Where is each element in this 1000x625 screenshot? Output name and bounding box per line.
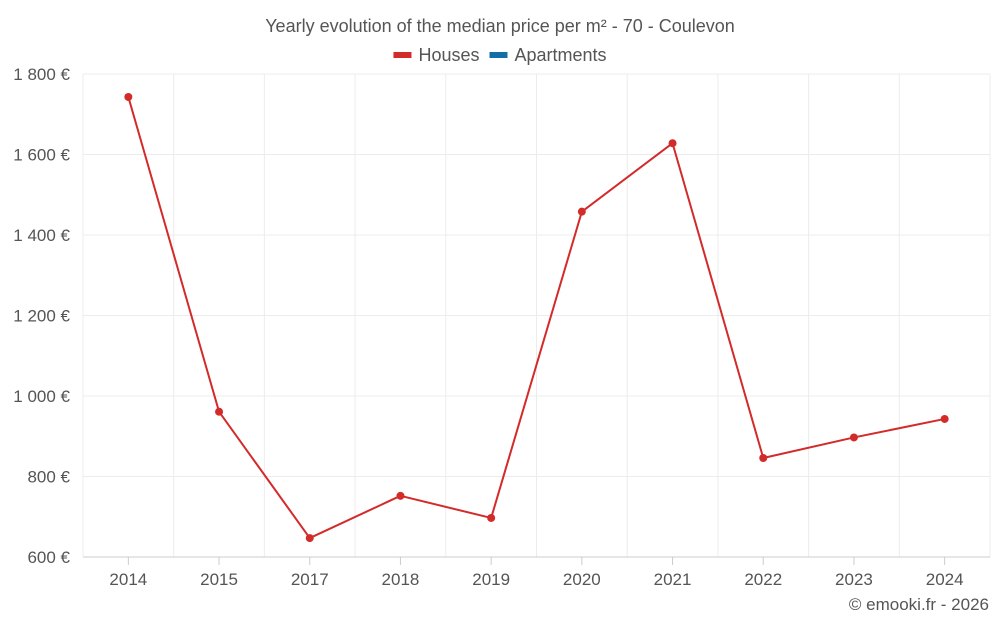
x-tick-label: 2014 xyxy=(109,570,147,589)
data-point[interactable] xyxy=(759,453,768,462)
y-tick-label: 1 400 € xyxy=(13,226,70,245)
legend-item-houses[interactable]: Houses xyxy=(393,45,479,65)
legend-swatch xyxy=(393,52,412,58)
series-line-houses[interactable] xyxy=(127,96,945,540)
grid xyxy=(82,73,991,558)
credit-text: © emooki.fr - 2026 xyxy=(849,595,989,614)
data-point[interactable] xyxy=(305,534,314,543)
y-axis: 600 € 800 € 1 000 € 1 200 € 1 400 € 1 600 € 1 … xyxy=(13,65,70,567)
y-tick-label: 1 600 € xyxy=(13,146,70,165)
legend[interactable]: Houses Apartments xyxy=(393,45,607,65)
series-layer[interactable] xyxy=(124,92,949,543)
x-tick-label: 2015 xyxy=(200,570,238,589)
x-tick-label: 2023 xyxy=(835,570,873,589)
x-tick-label: 2022 xyxy=(744,570,782,589)
y-tick-label: 600 € xyxy=(27,548,70,567)
data-point[interactable] xyxy=(215,407,224,416)
x-tick-label: 2019 xyxy=(472,570,510,589)
x-axis: 2014 2015 2017 2018 2019 2020 2021 2022 2023 2024 xyxy=(83,556,990,589)
y-tick-label: 1 000 € xyxy=(13,387,70,406)
data-point[interactable] xyxy=(124,92,133,101)
data-point[interactable] xyxy=(940,414,949,423)
legend-label: Houses xyxy=(418,45,479,65)
x-tick-label: 2018 xyxy=(382,570,420,589)
y-tick-label: 1 800 € xyxy=(13,65,70,84)
y-tick-label: 800 € xyxy=(27,468,70,487)
legend-swatch xyxy=(489,52,508,58)
chart-title: Yearly evolution of the median price per… xyxy=(265,16,735,36)
data-point[interactable] xyxy=(849,433,858,442)
data-point[interactable] xyxy=(396,491,405,500)
legend-label: Apartments xyxy=(514,45,606,65)
x-tick-label: 2017 xyxy=(291,570,329,589)
legend-item-apartments[interactable]: Apartments xyxy=(489,45,607,65)
x-tick-label: 2020 xyxy=(563,570,601,589)
data-point[interactable] xyxy=(487,513,496,522)
x-tick-label: 2024 xyxy=(926,570,964,589)
x-tick-label: 2021 xyxy=(654,570,692,589)
data-point[interactable] xyxy=(668,139,677,148)
data-point[interactable] xyxy=(577,207,586,216)
y-tick-label: 1 200 € xyxy=(13,307,70,326)
